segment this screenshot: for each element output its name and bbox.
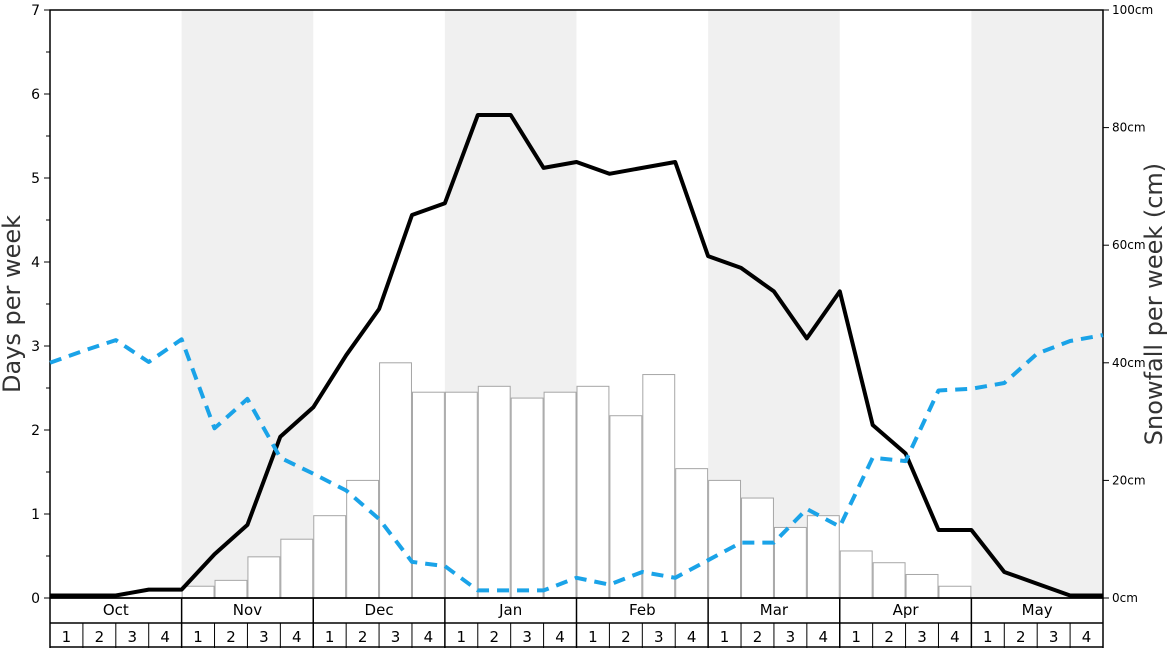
snowfall-bar bbox=[609, 415, 643, 599]
week-label: 1 bbox=[720, 628, 730, 646]
y-right-tick-label: 40cm bbox=[1112, 356, 1146, 370]
month-label: Feb bbox=[629, 601, 656, 619]
week-label: 3 bbox=[522, 628, 532, 646]
snowfall-bar bbox=[642, 374, 676, 599]
snowfall-bar bbox=[510, 397, 544, 599]
y-right-tick-label: 100cm bbox=[1112, 3, 1153, 17]
snowfall-bar bbox=[576, 385, 610, 599]
week-label: 2 bbox=[489, 628, 499, 646]
month-shade-nov bbox=[181, 10, 314, 598]
week-label: 2 bbox=[753, 628, 763, 646]
y-right-tick-label: 80cm bbox=[1112, 121, 1146, 135]
y-right-tick-label: 60cm bbox=[1112, 238, 1146, 252]
snowfall-bar bbox=[905, 573, 939, 599]
week-label: 4 bbox=[160, 628, 170, 646]
month-label: Mar bbox=[760, 601, 789, 619]
week-label: 2 bbox=[884, 628, 894, 646]
week-label: 1 bbox=[62, 628, 72, 646]
week-label: 3 bbox=[654, 628, 664, 646]
week-label: 2 bbox=[621, 628, 631, 646]
snowfall-bar bbox=[280, 538, 314, 599]
week-label: 3 bbox=[917, 628, 927, 646]
y-axis-right: 0cm 20cm 40cm 60cm 80cm 100cm bbox=[1103, 3, 1153, 605]
snowfall-bar bbox=[839, 550, 873, 599]
week-label: 2 bbox=[1016, 628, 1026, 646]
y-left-tick-label: 6 bbox=[31, 87, 40, 103]
week-label: 4 bbox=[292, 628, 302, 646]
y-left-tick-label: 5 bbox=[31, 171, 40, 187]
data-lines bbox=[49, 113, 1104, 598]
snowfall-bar bbox=[313, 515, 347, 599]
week-label: 2 bbox=[226, 628, 236, 646]
snowfall-bar bbox=[773, 526, 807, 599]
snow-days-line bbox=[50, 113, 1103, 598]
snowfall-bar bbox=[411, 391, 445, 599]
month-label: Apr bbox=[893, 601, 920, 619]
snowfall-bar bbox=[247, 556, 281, 599]
week-label: 2 bbox=[95, 628, 105, 646]
y-right-tick-label: 20cm bbox=[1112, 473, 1146, 487]
week-label: 3 bbox=[391, 628, 401, 646]
week-label: 4 bbox=[1082, 628, 1092, 646]
snowfall-bar bbox=[543, 391, 577, 599]
snowfall-bar bbox=[346, 479, 380, 599]
week-label: 1 bbox=[983, 628, 993, 646]
month-label: Nov bbox=[233, 601, 262, 619]
snowfall-bar bbox=[806, 515, 840, 599]
y-left-tick-label: 1 bbox=[31, 507, 40, 523]
week-label: 4 bbox=[555, 628, 565, 646]
week-label: 1 bbox=[588, 628, 598, 646]
week-label: 4 bbox=[687, 628, 697, 646]
snowfall-bar bbox=[477, 385, 511, 599]
y-left-tick-label: 0 bbox=[31, 591, 40, 607]
week-label: 4 bbox=[424, 628, 434, 646]
snowfall-bar bbox=[675, 468, 709, 599]
week-label: 3 bbox=[786, 628, 796, 646]
y-left-tick-label: 3 bbox=[31, 339, 40, 355]
y-axis-left-label: Days per week bbox=[0, 215, 26, 393]
y-left-tick-label: 7 bbox=[31, 3, 40, 19]
snowfall-bar bbox=[741, 497, 774, 599]
week-label: 4 bbox=[950, 628, 960, 646]
month-label: May bbox=[1022, 601, 1053, 619]
y-axis-right-label: Snowfall per week (cm) bbox=[1140, 163, 1168, 445]
y-axis-left: 0 1 2 3 4 5 6 7 bbox=[31, 3, 50, 607]
week-label: 3 bbox=[127, 628, 137, 646]
snowfall-bar bbox=[938, 585, 972, 599]
snowfall-bar bbox=[708, 479, 742, 599]
month-label: Oct bbox=[103, 601, 129, 619]
snowfall-bar bbox=[872, 562, 906, 599]
y-left-tick-label: 2 bbox=[31, 423, 40, 439]
week-label: 3 bbox=[259, 628, 269, 646]
snowfall-bar bbox=[379, 362, 412, 599]
y-left-tick-label: 4 bbox=[31, 255, 40, 271]
month-shade-may bbox=[971, 10, 1103, 598]
snowfall-bar bbox=[181, 585, 215, 599]
month-label: Dec bbox=[365, 601, 394, 619]
month-shading bbox=[181, 10, 1103, 598]
dashed-series-line bbox=[49, 333, 1104, 593]
month-label: Jan bbox=[498, 601, 522, 619]
week-label: 1 bbox=[457, 628, 467, 646]
week-label: 2 bbox=[358, 628, 368, 646]
week-label: 4 bbox=[819, 628, 829, 646]
snowfall-bar bbox=[214, 579, 248, 599]
snowfall-bars bbox=[181, 362, 972, 599]
y-right-tick-label: 0cm bbox=[1112, 591, 1138, 605]
snowfall-bar bbox=[444, 391, 478, 599]
week-label: 1 bbox=[193, 628, 203, 646]
week-label: 1 bbox=[851, 628, 861, 646]
week-label: 1 bbox=[325, 628, 335, 646]
week-label: 3 bbox=[1049, 628, 1059, 646]
x-axis-months-weeks: Oct 1 2 3 4 Nov 1 2 3 4 Dec 1 2 3 4 Jan 1 2 3 4 Feb 1 2 3 4 Mar 1 2… bbox=[49, 597, 1104, 648]
